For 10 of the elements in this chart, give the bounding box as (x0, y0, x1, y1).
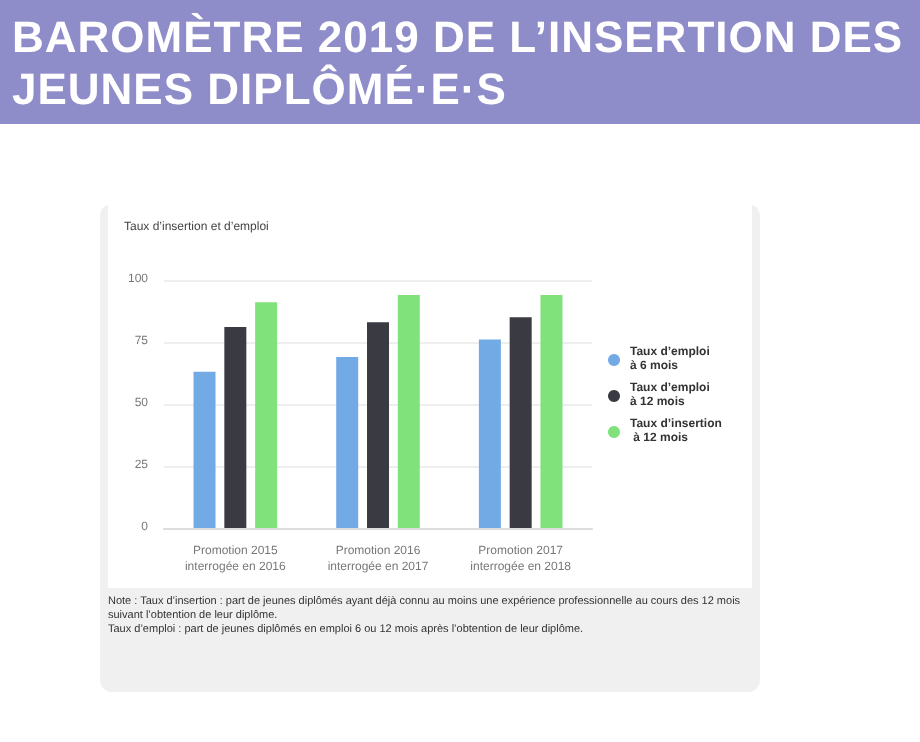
bar (336, 356, 359, 528)
bar (367, 322, 389, 528)
bar (193, 371, 216, 528)
bar (478, 339, 501, 528)
chart-title: BAROMÈTRE 2019 DE L’INSERTION DES JEUNES DIPLÔMÉ·E·S (0, 0, 920, 124)
bar (397, 294, 420, 528)
bar (540, 294, 563, 528)
bar (224, 327, 247, 528)
bar (255, 302, 278, 528)
bar (509, 317, 532, 528)
